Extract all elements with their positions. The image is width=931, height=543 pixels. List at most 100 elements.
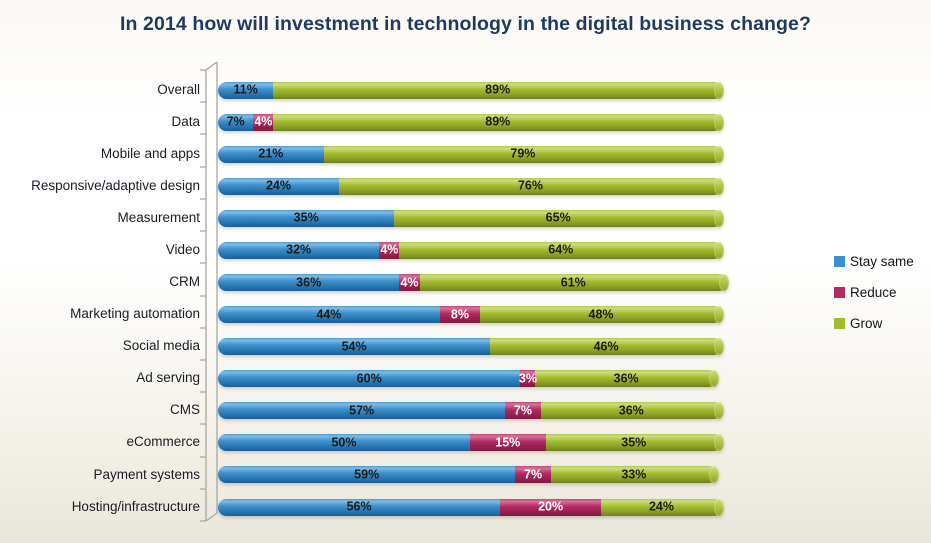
bar-value-label: 54% xyxy=(341,339,367,354)
bar-value-label: 7% xyxy=(513,403,532,418)
bar-value-label: 61% xyxy=(560,275,586,290)
category-label: Responsive/adaptive design xyxy=(31,177,200,193)
category-label: Measurement xyxy=(117,209,200,225)
bar-value-label: 24% xyxy=(648,499,674,514)
bar-segment-stay-same: 21% xyxy=(218,145,324,163)
bar-segment-stay-same: 60% xyxy=(218,370,521,388)
bar-value-label: 21% xyxy=(258,146,284,161)
bar-row: CRM 36% 4% 61% xyxy=(0,266,931,298)
bar-end-cap xyxy=(714,113,725,131)
bar-rows: Overall 11% 89% Data 7% 4% 89% Mobile and a… xyxy=(0,74,931,523)
bar-value-label: 89% xyxy=(485,114,511,129)
legend-label: Stay same xyxy=(850,254,914,269)
bar-value-label: 48% xyxy=(588,307,614,322)
bar-segment-stay-same: 36% xyxy=(218,274,400,291)
category-label: CRM xyxy=(169,274,200,290)
bar-value-label: 44% xyxy=(316,307,342,322)
bar: 21% 79% xyxy=(218,145,724,163)
bar-segment-grow: 65% xyxy=(394,209,724,227)
legend-swatch xyxy=(834,256,845,267)
bar-segment-reduce: 3% xyxy=(519,370,537,388)
bar-segment-stay-same: 50% xyxy=(218,434,470,452)
bar-value-label: 46% xyxy=(593,339,619,354)
bar-segment-grow: 36% xyxy=(540,402,724,420)
bar: 56% 20% 24% xyxy=(218,498,724,516)
category-label: Marketing automation xyxy=(70,306,200,322)
bar: 11% 89% xyxy=(218,81,724,99)
bar-row: Video 32% 4% 64% xyxy=(0,234,931,266)
bar-row: Overall 11% 89% xyxy=(0,74,931,106)
legend-swatch xyxy=(834,318,845,329)
bar-value-label: 60% xyxy=(356,371,382,386)
bar-end-cap xyxy=(713,402,724,420)
bar-end-cap xyxy=(713,209,724,227)
bar-value-label: 11% xyxy=(233,82,258,97)
bar-value-label: 4% xyxy=(380,243,399,258)
bar-segment-stay-same: 56% xyxy=(218,498,501,516)
bar-row: Ad serving 60% 3% 36% xyxy=(0,363,931,395)
bar-value-label: 4% xyxy=(254,114,273,129)
bar-row: Social media 54% 46% xyxy=(0,331,931,363)
bar-row: Responsive/adaptive design 24% 76% xyxy=(0,170,931,202)
bar: 60% 3% 36% xyxy=(218,370,719,388)
bar-row: Payment systems 59% 7% 33% xyxy=(0,459,931,491)
bar-segment-reduce: 4% xyxy=(379,241,400,259)
category-label: Video xyxy=(165,242,200,257)
bar-segment-grow: 89% xyxy=(273,81,724,99)
bar-value-label: 59% xyxy=(354,467,380,482)
bar-value-label: 4% xyxy=(400,275,419,290)
category-label: Mobile and apps xyxy=(100,145,200,161)
bar-segment-reduce: 4% xyxy=(253,113,274,131)
bar-segment-stay-same: 11% xyxy=(218,81,274,99)
bar-end-cap xyxy=(713,338,724,356)
bar-row: eCommerce 50% 15% 35% xyxy=(0,427,931,459)
bar-end-cap xyxy=(713,434,724,452)
bar-value-label: 32% xyxy=(286,243,312,258)
bar-value-label: 35% xyxy=(293,211,319,226)
bar: 57% 7% 36% xyxy=(218,402,724,420)
bar: 36% 4% 61% xyxy=(218,274,729,291)
bar-segment-stay-same: 57% xyxy=(218,402,506,420)
legend-item: Stay same xyxy=(834,253,914,270)
bar-end-cap xyxy=(714,241,725,259)
category-label: eCommerce xyxy=(126,434,200,450)
legend-swatch xyxy=(834,287,845,298)
bar: 7% 4% 89% xyxy=(218,113,725,131)
category-label: Payment systems xyxy=(93,466,200,482)
bar-segment-grow: 79% xyxy=(323,145,724,163)
bar: 59% 7% 33% xyxy=(218,466,719,484)
bar-value-label: 36% xyxy=(618,403,644,418)
category-label: Data xyxy=(171,113,200,129)
bar-value-label: 35% xyxy=(621,435,647,450)
bar-row: Marketing automation 44% 8% 48% xyxy=(0,299,931,331)
bar-segment-grow: 46% xyxy=(490,338,724,356)
chart-title: In 2014 how will investment in technolog… xyxy=(120,13,811,35)
bar-segment-grow: 48% xyxy=(480,306,724,324)
bar-segment-reduce: 7% xyxy=(515,466,551,484)
category-label: Ad serving xyxy=(136,370,200,386)
bar-segment-stay-same: 7% xyxy=(218,113,254,131)
bar-end-cap xyxy=(708,466,719,484)
legend-label: Reduce xyxy=(850,285,897,300)
bar-end-cap xyxy=(714,177,724,195)
bar-end-cap xyxy=(713,145,724,163)
bar-value-label: 36% xyxy=(613,371,639,386)
bar-segment-stay-same: 24% xyxy=(218,177,339,195)
bar-segment-grow: 89% xyxy=(273,113,725,131)
bar: 24% 76% xyxy=(218,177,724,195)
bar-value-label: 56% xyxy=(346,499,372,514)
legend-label: Grow xyxy=(850,316,883,331)
category-label: Social media xyxy=(122,338,200,354)
bar-end-cap xyxy=(718,274,729,291)
bar-segment-grow: 33% xyxy=(550,466,719,484)
bar-value-label: 7% xyxy=(523,467,543,482)
bar-value-label: 89% xyxy=(485,82,511,97)
bar-row: CMS 57% 7% 36% xyxy=(0,395,931,427)
legend-item: Grow xyxy=(834,315,914,332)
category-label: Overall xyxy=(157,81,200,97)
bar-end-cap xyxy=(708,370,719,388)
bar-value-label: 57% xyxy=(349,403,375,418)
bar-segment-reduce: 8% xyxy=(439,306,481,324)
bar-value-label: 50% xyxy=(331,435,357,450)
